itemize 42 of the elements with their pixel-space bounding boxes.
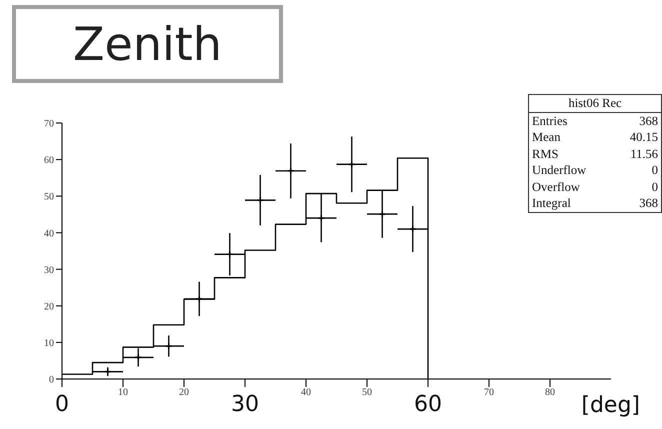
point [409,225,416,233]
x-tick-label: 70 [484,387,494,398]
point [104,368,112,376]
point [378,210,386,218]
point [196,295,203,303]
annotation: Underflow [532,162,586,178]
x-tick-label: 40 [301,387,311,398]
y-tick-label: 20 [44,301,54,312]
x-axis-title: [deg] [581,393,640,418]
point [256,196,264,204]
text: 11.56 [630,146,658,162]
y-tick-label: 0 [49,374,54,386]
annotation: Integral [532,195,571,212]
text: 368 [639,112,658,129]
x-tick-label: 80 [545,387,555,398]
x-tick-label: 20 [179,387,189,398]
text: 368 [639,195,658,212]
x2-tick-label: 60 [414,392,442,417]
y-tick-label: 40 [44,228,54,240]
annotation: Overflow [532,178,580,195]
text: 0 [652,178,658,195]
text: 40.15 [630,129,658,146]
y-tick-label: 50 [44,192,54,203]
x-tick-label: 50 [362,387,372,398]
text: 0 [652,162,658,178]
y-tick-label: 30 [44,264,54,276]
text: hist06 Rec [529,95,661,112]
chart-title: Zenith [12,5,283,83]
y-tick-label: 10 [44,338,54,349]
x2-tick-label: 30 [231,392,259,417]
point [134,354,142,362]
point [165,342,172,350]
point [348,160,356,168]
point [318,214,325,222]
annotation: RMS [532,146,558,162]
point [226,250,234,258]
point [287,167,294,175]
y-tick-label: 70 [44,118,54,130]
x-tick-label: 10 [118,387,128,398]
y-tick-label: 60 [44,155,54,166]
annotation: Mean [532,129,560,146]
annotation: Entries [532,112,568,129]
